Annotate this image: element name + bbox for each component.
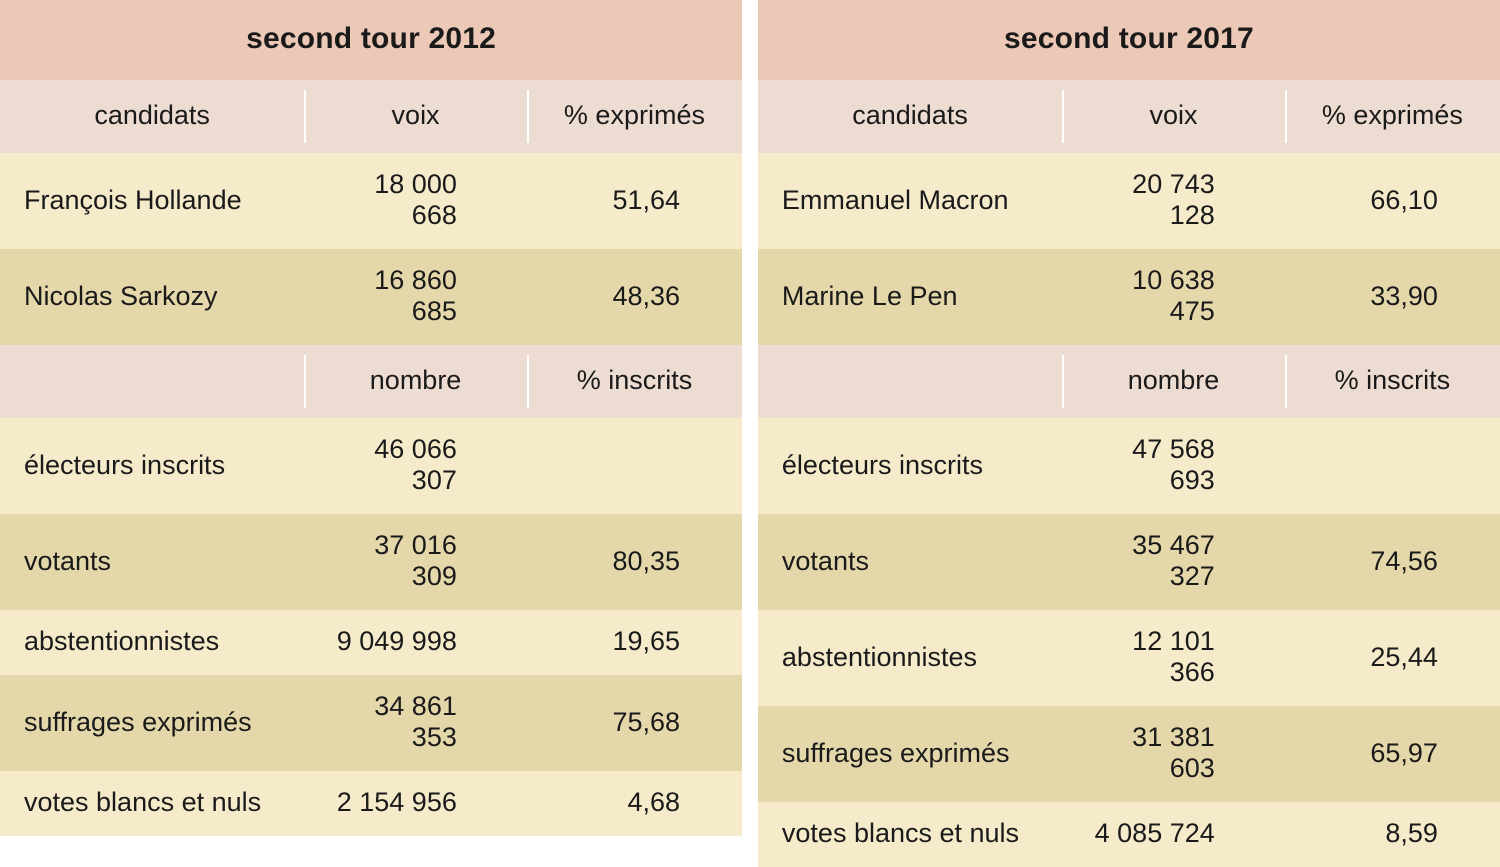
panel-2012: second tour 2012 candidats voix % exprim… [0, 0, 742, 717]
candidate-row: Marine Le Pen 10 638 475 33,90 [758, 249, 1500, 345]
stat-value: 12 101 366 [1062, 610, 1285, 706]
stat-pct [1285, 449, 1500, 483]
stat-pct [527, 449, 742, 483]
panel-divider [742, 0, 758, 717]
candidate-row: Emmanuel Macron 20 743 128 66,10 [758, 153, 1500, 249]
stats-header: nombre % inscrits [758, 345, 1500, 418]
candidates-header: candidats voix % exprimés [0, 80, 742, 153]
col-inscrits: % inscrits [1285, 345, 1500, 418]
candidate-name: Nicolas Sarkozy [0, 265, 304, 330]
stat-value: 37 016 309 [304, 514, 527, 610]
stat-value: 31 381 603 [1062, 706, 1285, 802]
stat-label: votants [0, 530, 304, 595]
col-exprimes: % exprimés [527, 80, 742, 153]
col-nombre: nombre [304, 345, 527, 418]
candidate-votes: 20 743 128 [1062, 153, 1285, 249]
stats-body: électeurs inscrits 46 066 307 votants 37… [0, 418, 742, 836]
stats-row: électeurs inscrits 47 568 693 [758, 418, 1500, 514]
col-blank [0, 361, 304, 403]
stats-row: suffrages exprimés 31 381 603 65,97 [758, 706, 1500, 802]
stat-label: suffrages exprimés [0, 691, 304, 756]
stat-value: 9 049 998 [304, 610, 527, 675]
stats-header: nombre % inscrits [0, 345, 742, 418]
stat-pct: 19,65 [527, 610, 742, 675]
stat-label: votes blancs et nuls [0, 771, 304, 836]
stat-label: électeurs inscrits [758, 434, 1062, 499]
candidate-votes: 18 000 668 [304, 153, 527, 249]
panel-title: second tour 2012 [0, 0, 742, 80]
col-inscrits: % inscrits [527, 345, 742, 418]
stats-row: abstentionnistes 9 049 998 19,65 [0, 610, 742, 675]
stats-row: votants 35 467 327 74,56 [758, 514, 1500, 610]
stats-row: votes blancs et nuls 4 085 724 8,59 [758, 802, 1500, 867]
stat-pct: 25,44 [1285, 626, 1500, 691]
stat-value: 46 066 307 [304, 418, 527, 514]
candidate-votes: 10 638 475 [1062, 249, 1285, 345]
col-exprimes: % exprimés [1285, 80, 1500, 153]
col-blank [758, 361, 1062, 403]
stats-row: électeurs inscrits 46 066 307 [0, 418, 742, 514]
stat-label: votants [758, 530, 1062, 595]
stats-row: votes blancs et nuls 2 154 956 4,68 [0, 771, 742, 836]
candidates-header: candidats voix % exprimés [758, 80, 1500, 153]
candidate-pct: 33,90 [1285, 265, 1500, 330]
stat-label: votes blancs et nuls [758, 802, 1062, 867]
stat-pct: 65,97 [1285, 722, 1500, 787]
stat-label: abstentionnistes [0, 610, 304, 675]
col-voix: voix [304, 80, 527, 153]
col-nombre: nombre [1062, 345, 1285, 418]
comparison-tables: second tour 2012 candidats voix % exprim… [0, 0, 1500, 717]
stat-pct: 8,59 [1285, 802, 1500, 867]
stat-label: suffrages exprimés [758, 722, 1062, 787]
stats-row: abstentionnistes 12 101 366 25,44 [758, 610, 1500, 706]
stat-value: 47 568 693 [1062, 418, 1285, 514]
stat-pct: 75,68 [527, 691, 742, 756]
stat-value: 2 154 956 [304, 771, 527, 836]
panel-title: second tour 2017 [758, 0, 1500, 80]
stat-label: abstentionnistes [758, 626, 1062, 691]
stats-row: suffrages exprimés 34 861 353 75,68 [0, 675, 742, 771]
candidate-name: Marine Le Pen [758, 265, 1062, 330]
candidate-name: François Hollande [0, 169, 304, 234]
stat-pct: 74,56 [1285, 530, 1500, 595]
stat-pct: 80,35 [527, 530, 742, 595]
col-candidats: candidats [0, 80, 304, 153]
candidate-votes: 16 860 685 [304, 249, 527, 345]
col-voix: voix [1062, 80, 1285, 153]
candidate-pct: 51,64 [527, 169, 742, 234]
stat-value: 4 085 724 [1062, 802, 1285, 867]
col-candidats: candidats [758, 80, 1062, 153]
stat-value: 35 467 327 [1062, 514, 1285, 610]
panel-2017: second tour 2017 candidats voix % exprim… [758, 0, 1500, 717]
stats-body: électeurs inscrits 47 568 693 votants 35… [758, 418, 1500, 867]
stat-value: 34 861 353 [304, 675, 527, 771]
stat-pct: 4,68 [527, 771, 742, 836]
candidate-pct: 66,10 [1285, 169, 1500, 234]
candidate-row: François Hollande 18 000 668 51,64 [0, 153, 742, 249]
stat-label: électeurs inscrits [0, 434, 304, 499]
stats-row: votants 37 016 309 80,35 [0, 514, 742, 610]
candidate-name: Emmanuel Macron [758, 169, 1062, 234]
candidate-pct: 48,36 [527, 265, 742, 330]
candidate-row: Nicolas Sarkozy 16 860 685 48,36 [0, 249, 742, 345]
